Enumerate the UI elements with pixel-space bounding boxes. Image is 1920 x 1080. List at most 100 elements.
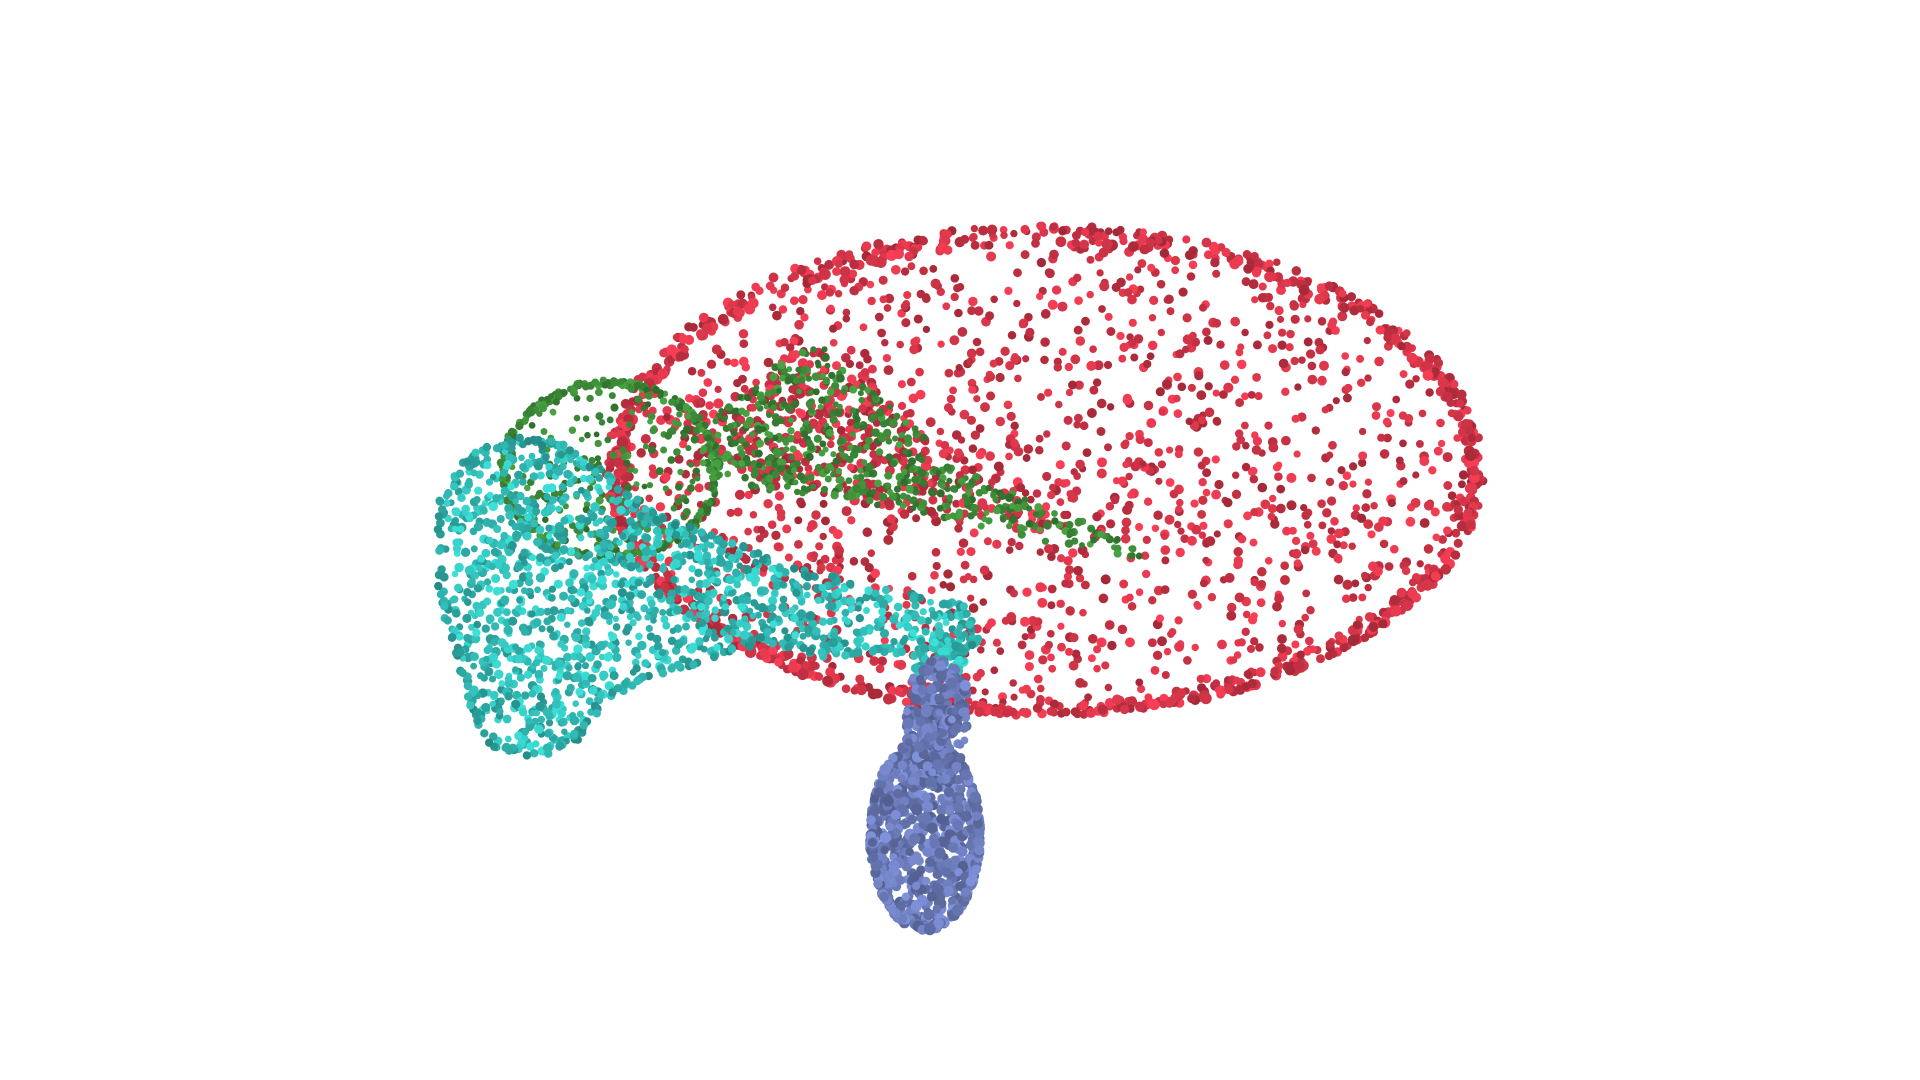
point	[687, 366, 697, 376]
point	[585, 462, 594, 471]
point	[857, 467, 864, 474]
point	[759, 426, 767, 433]
point	[793, 430, 802, 440]
point	[857, 390, 864, 397]
point	[847, 516, 856, 525]
point	[514, 503, 522, 512]
point	[929, 265, 938, 273]
point	[1348, 462, 1358, 471]
point	[1300, 503, 1308, 512]
point	[715, 471, 723, 479]
point	[1198, 495, 1208, 505]
point	[527, 592, 535, 600]
point	[1051, 517, 1059, 525]
point	[998, 492, 1007, 501]
point	[895, 441, 903, 449]
point	[1049, 483, 1057, 492]
point	[520, 628, 529, 636]
point	[723, 357, 732, 366]
point	[1096, 468, 1107, 479]
point	[942, 302, 951, 311]
point	[1198, 303, 1208, 312]
point	[766, 483, 775, 492]
point	[694, 475, 701, 482]
point	[1202, 468, 1212, 478]
point	[752, 558, 760, 566]
point	[532, 740, 540, 748]
point	[864, 386, 871, 394]
point	[1402, 329, 1411, 338]
point	[763, 357, 774, 368]
point	[970, 224, 979, 233]
point	[1241, 277, 1251, 287]
point	[1139, 460, 1147, 468]
point	[1389, 544, 1399, 554]
point	[1128, 338, 1137, 348]
point	[878, 614, 887, 623]
point	[1086, 360, 1097, 371]
point	[928, 488, 937, 497]
point	[874, 501, 881, 509]
point	[1207, 593, 1217, 602]
point	[1358, 593, 1367, 602]
point	[1217, 639, 1227, 650]
point	[1334, 631, 1344, 641]
point	[953, 448, 964, 458]
point	[1061, 441, 1071, 451]
point	[1421, 579, 1434, 591]
point	[974, 306, 984, 316]
point	[1224, 685, 1234, 695]
point	[754, 449, 763, 458]
point	[1364, 583, 1372, 592]
point	[1058, 226, 1068, 236]
point	[820, 554, 830, 564]
point	[634, 395, 643, 404]
point	[877, 328, 887, 338]
point	[1013, 446, 1024, 457]
point	[1463, 406, 1472, 415]
point	[489, 700, 496, 708]
point	[871, 428, 880, 437]
point	[470, 652, 479, 662]
point	[566, 683, 575, 693]
point	[968, 478, 976, 486]
point	[1040, 355, 1049, 365]
point	[1079, 710, 1089, 719]
point	[1055, 460, 1065, 470]
point	[578, 436, 585, 443]
point	[853, 474, 859, 481]
point	[594, 455, 602, 462]
point	[1122, 504, 1133, 515]
point	[1443, 526, 1452, 535]
point	[756, 586, 766, 596]
point	[635, 632, 643, 641]
point	[1425, 353, 1435, 364]
point	[1047, 584, 1057, 594]
point	[883, 304, 892, 312]
point	[1150, 666, 1160, 675]
point	[1065, 606, 1075, 616]
point	[507, 541, 517, 550]
point	[1338, 289, 1347, 298]
point	[893, 248, 905, 260]
point	[830, 451, 837, 458]
point	[768, 603, 777, 612]
point	[1118, 232, 1128, 242]
point	[587, 673, 597, 683]
point	[795, 366, 802, 373]
point	[686, 522, 695, 531]
point	[984, 707, 992, 716]
point	[1379, 516, 1388, 526]
point	[1048, 664, 1057, 673]
point	[733, 580, 742, 589]
point	[826, 617, 834, 626]
point	[1122, 461, 1130, 469]
point	[836, 374, 845, 383]
point	[792, 581, 800, 588]
point	[842, 308, 851, 317]
point	[1104, 683, 1113, 692]
point	[796, 472, 805, 481]
point	[581, 662, 590, 670]
point	[703, 506, 712, 514]
